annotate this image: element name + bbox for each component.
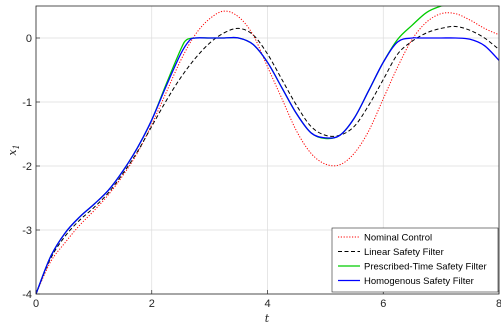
y-axis-label: x1 xyxy=(6,144,21,155)
series-line-1 xyxy=(36,10,499,294)
x-tick-label: 4 xyxy=(264,298,270,310)
legend-label: Linear Safety Filter xyxy=(364,247,444,258)
y-tick-label: -3 xyxy=(22,225,32,237)
x-tick-label: 8 xyxy=(496,298,501,310)
legend-box xyxy=(331,227,499,293)
y-tick-label: -1 xyxy=(22,97,32,109)
legend-label: Nominal Control xyxy=(364,233,432,244)
x-tick-label: 0 xyxy=(33,298,39,310)
legend-label: Prescribed-Time Safety Filter xyxy=(364,262,487,273)
y-tick-label: 0 xyxy=(26,33,32,45)
tick-labels: 0 2 4 6 8 0 -1 -2 -3 -4 xyxy=(22,33,501,310)
series-layer xyxy=(36,6,499,294)
x-axis-label: t xyxy=(265,312,270,325)
x-tick-label: 6 xyxy=(380,298,386,310)
legend: Nominal Control Linear Safety Filter Presc… xyxy=(331,227,499,293)
series-line-4 xyxy=(36,36,499,294)
legend-label: Homogenous Safety Filter xyxy=(364,276,474,287)
svg-text:x1: x1 xyxy=(6,144,21,155)
x-tick-label: 2 xyxy=(149,298,155,310)
y-tick-label: -4 xyxy=(22,289,32,301)
y-tick-label: -2 xyxy=(22,161,32,173)
series-line-2 xyxy=(36,25,499,294)
